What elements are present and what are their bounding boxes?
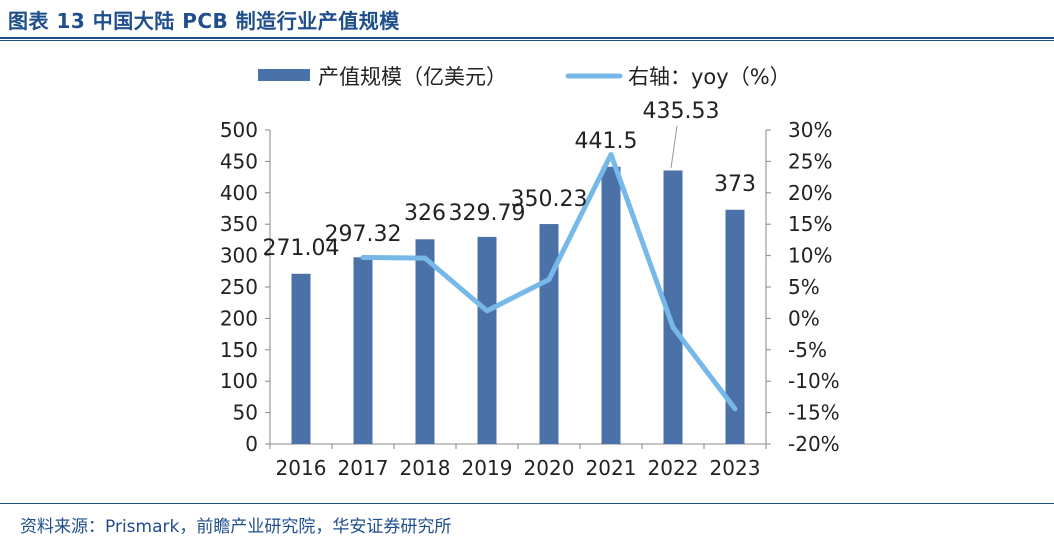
bar — [291, 273, 311, 444]
left-tick-label: 0 — [245, 432, 258, 456]
legend-line-label: 右轴：yoy（%） — [628, 65, 791, 89]
left-tick-label: 300 — [220, 244, 258, 268]
left-tick-label: 500 — [220, 118, 258, 142]
legend-bar-swatch — [258, 69, 310, 81]
yoy-line — [360, 151, 738, 412]
bar — [539, 224, 559, 444]
bar-data-label: 373 — [714, 172, 756, 197]
source-note: 资料来源：Prismark，前瞻产业研究院，华安证券研究所 — [20, 517, 452, 537]
bar — [415, 239, 435, 444]
bottom-rule — [0, 503, 1054, 504]
x-tick-label: 2016 — [276, 456, 327, 480]
bar — [353, 257, 373, 444]
legend-bar-label: 产值规模（亿美元） — [318, 65, 507, 89]
x-tick-label: 2023 — [710, 456, 761, 480]
top-rule — [0, 37, 1054, 39]
right-tick-label: 10% — [788, 244, 832, 268]
right-tick-label: -20% — [788, 432, 840, 456]
chart-svg: 产值规模（亿美元） 右轴：yoy（%） 0 50 100 150 200 250 300 350… — [220, 65, 840, 480]
right-tick-label: 5% — [788, 275, 820, 299]
x-tick-label: 2018 — [400, 456, 451, 480]
bar-data-label: 271.04 — [263, 236, 340, 261]
right-tick-label: -5% — [788, 338, 827, 362]
x-tick-label: 2021 — [586, 456, 637, 480]
axes: 0 50 100 150 200 250 300 350 400 450 500 -20% -15% -1… — [220, 118, 840, 480]
right-tick-label: 15% — [788, 212, 832, 236]
left-tick-label: 150 — [220, 338, 258, 362]
bar — [601, 166, 621, 444]
right-tick-label: 20% — [788, 181, 832, 205]
bar-data-label: 329.79 — [449, 201, 526, 226]
bar — [663, 170, 683, 444]
legend: 产值规模（亿美元） 右轴：yoy（%） — [258, 65, 791, 89]
left-tick-label: 50 — [233, 401, 258, 425]
bar-data-label: 297.32 — [325, 222, 402, 247]
right-tick-label: 25% — [788, 149, 832, 173]
bar-data-label: 326 — [404, 201, 446, 226]
bar-data-label: 435.53 — [643, 99, 720, 124]
right-tick-label: -10% — [788, 369, 840, 393]
left-tick-label: 100 — [220, 369, 258, 393]
bar — [725, 209, 745, 444]
right-tick-label: 0% — [788, 306, 820, 330]
left-tick-label: 200 — [220, 306, 258, 330]
top-rule-thin — [0, 40, 1054, 41]
x-tick-label: 2020 — [524, 456, 575, 480]
bar-data-label: 441.5 — [575, 129, 638, 154]
bars — [291, 166, 745, 444]
yoy-line-path — [360, 151, 738, 412]
right-tick-label: 30% — [788, 118, 832, 142]
right-tick-label: -15% — [788, 401, 840, 425]
left-tick-label: 450 — [220, 149, 258, 173]
label-leader-line — [670, 125, 678, 169]
x-tick-label: 2019 — [462, 456, 513, 480]
left-tick-label: 400 — [220, 181, 258, 205]
bar — [477, 236, 497, 444]
left-tick-label: 250 — [220, 275, 258, 299]
x-tick-label: 2022 — [648, 456, 699, 480]
left-tick-label: 350 — [220, 212, 258, 236]
bar-data-label: 350.23 — [511, 187, 588, 212]
chart-title: 图表 13 中国大陆 PCB 制造行业产值规模 — [8, 9, 400, 33]
x-tick-label: 2017 — [338, 456, 389, 480]
